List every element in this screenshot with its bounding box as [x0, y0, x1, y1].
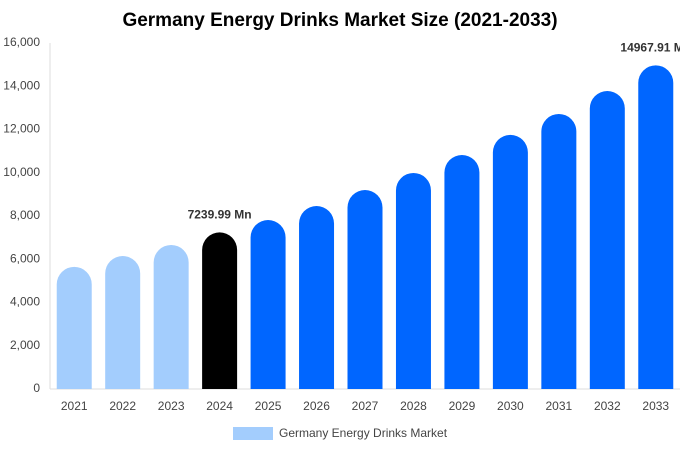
bar: [589, 91, 625, 389]
x-tick-label: 2028: [400, 399, 427, 413]
bar: [299, 206, 335, 389]
y-tick-label: 10,000: [3, 165, 40, 179]
x-tick-label: 2025: [255, 399, 282, 413]
x-tick-label: 2032: [594, 399, 621, 413]
y-tick-label: 2,000: [10, 338, 40, 352]
bar: [492, 134, 528, 389]
y-tick-label: 6,000: [10, 251, 40, 265]
bar: [153, 244, 189, 389]
y-tick-label: 4,000: [10, 295, 40, 309]
bar: [541, 113, 577, 389]
y-tick-label: 12,000: [3, 122, 40, 136]
x-tick-label: 2030: [497, 399, 524, 413]
bar: [56, 266, 92, 389]
chart-title: Germany Energy Drinks Market Size (2021-…: [122, 10, 557, 31]
x-tick-label: 2031: [545, 399, 572, 413]
x-tick-label: 2022: [109, 399, 136, 413]
bar: [347, 190, 383, 389]
x-tick-label: 2026: [303, 399, 330, 413]
x-tick-label: 2033: [642, 399, 669, 413]
bar: [395, 172, 431, 389]
x-tick-label: 2029: [449, 399, 476, 413]
bar: [202, 232, 238, 389]
x-tick-label: 2027: [352, 399, 379, 413]
x-tick-label: 2021: [61, 399, 88, 413]
legend-label: Germany Energy Drinks Market: [279, 426, 448, 440]
value-label: 14967.91 Mn: [620, 40, 680, 54]
x-tick-label: 2023: [158, 399, 185, 413]
y-tick-label: 8,000: [10, 208, 40, 222]
value-label: 7239.99 Mn: [188, 208, 252, 222]
y-tick-label: 0: [33, 381, 40, 395]
y-tick-label: 16,000: [3, 35, 40, 49]
bar: [638, 65, 674, 390]
y-tick-label: 14,000: [3, 78, 40, 92]
bar: [444, 155, 480, 389]
bar: [250, 220, 286, 389]
legend-swatch: [233, 427, 273, 440]
x-tick-label: 2024: [206, 399, 233, 413]
bar: [105, 256, 141, 389]
